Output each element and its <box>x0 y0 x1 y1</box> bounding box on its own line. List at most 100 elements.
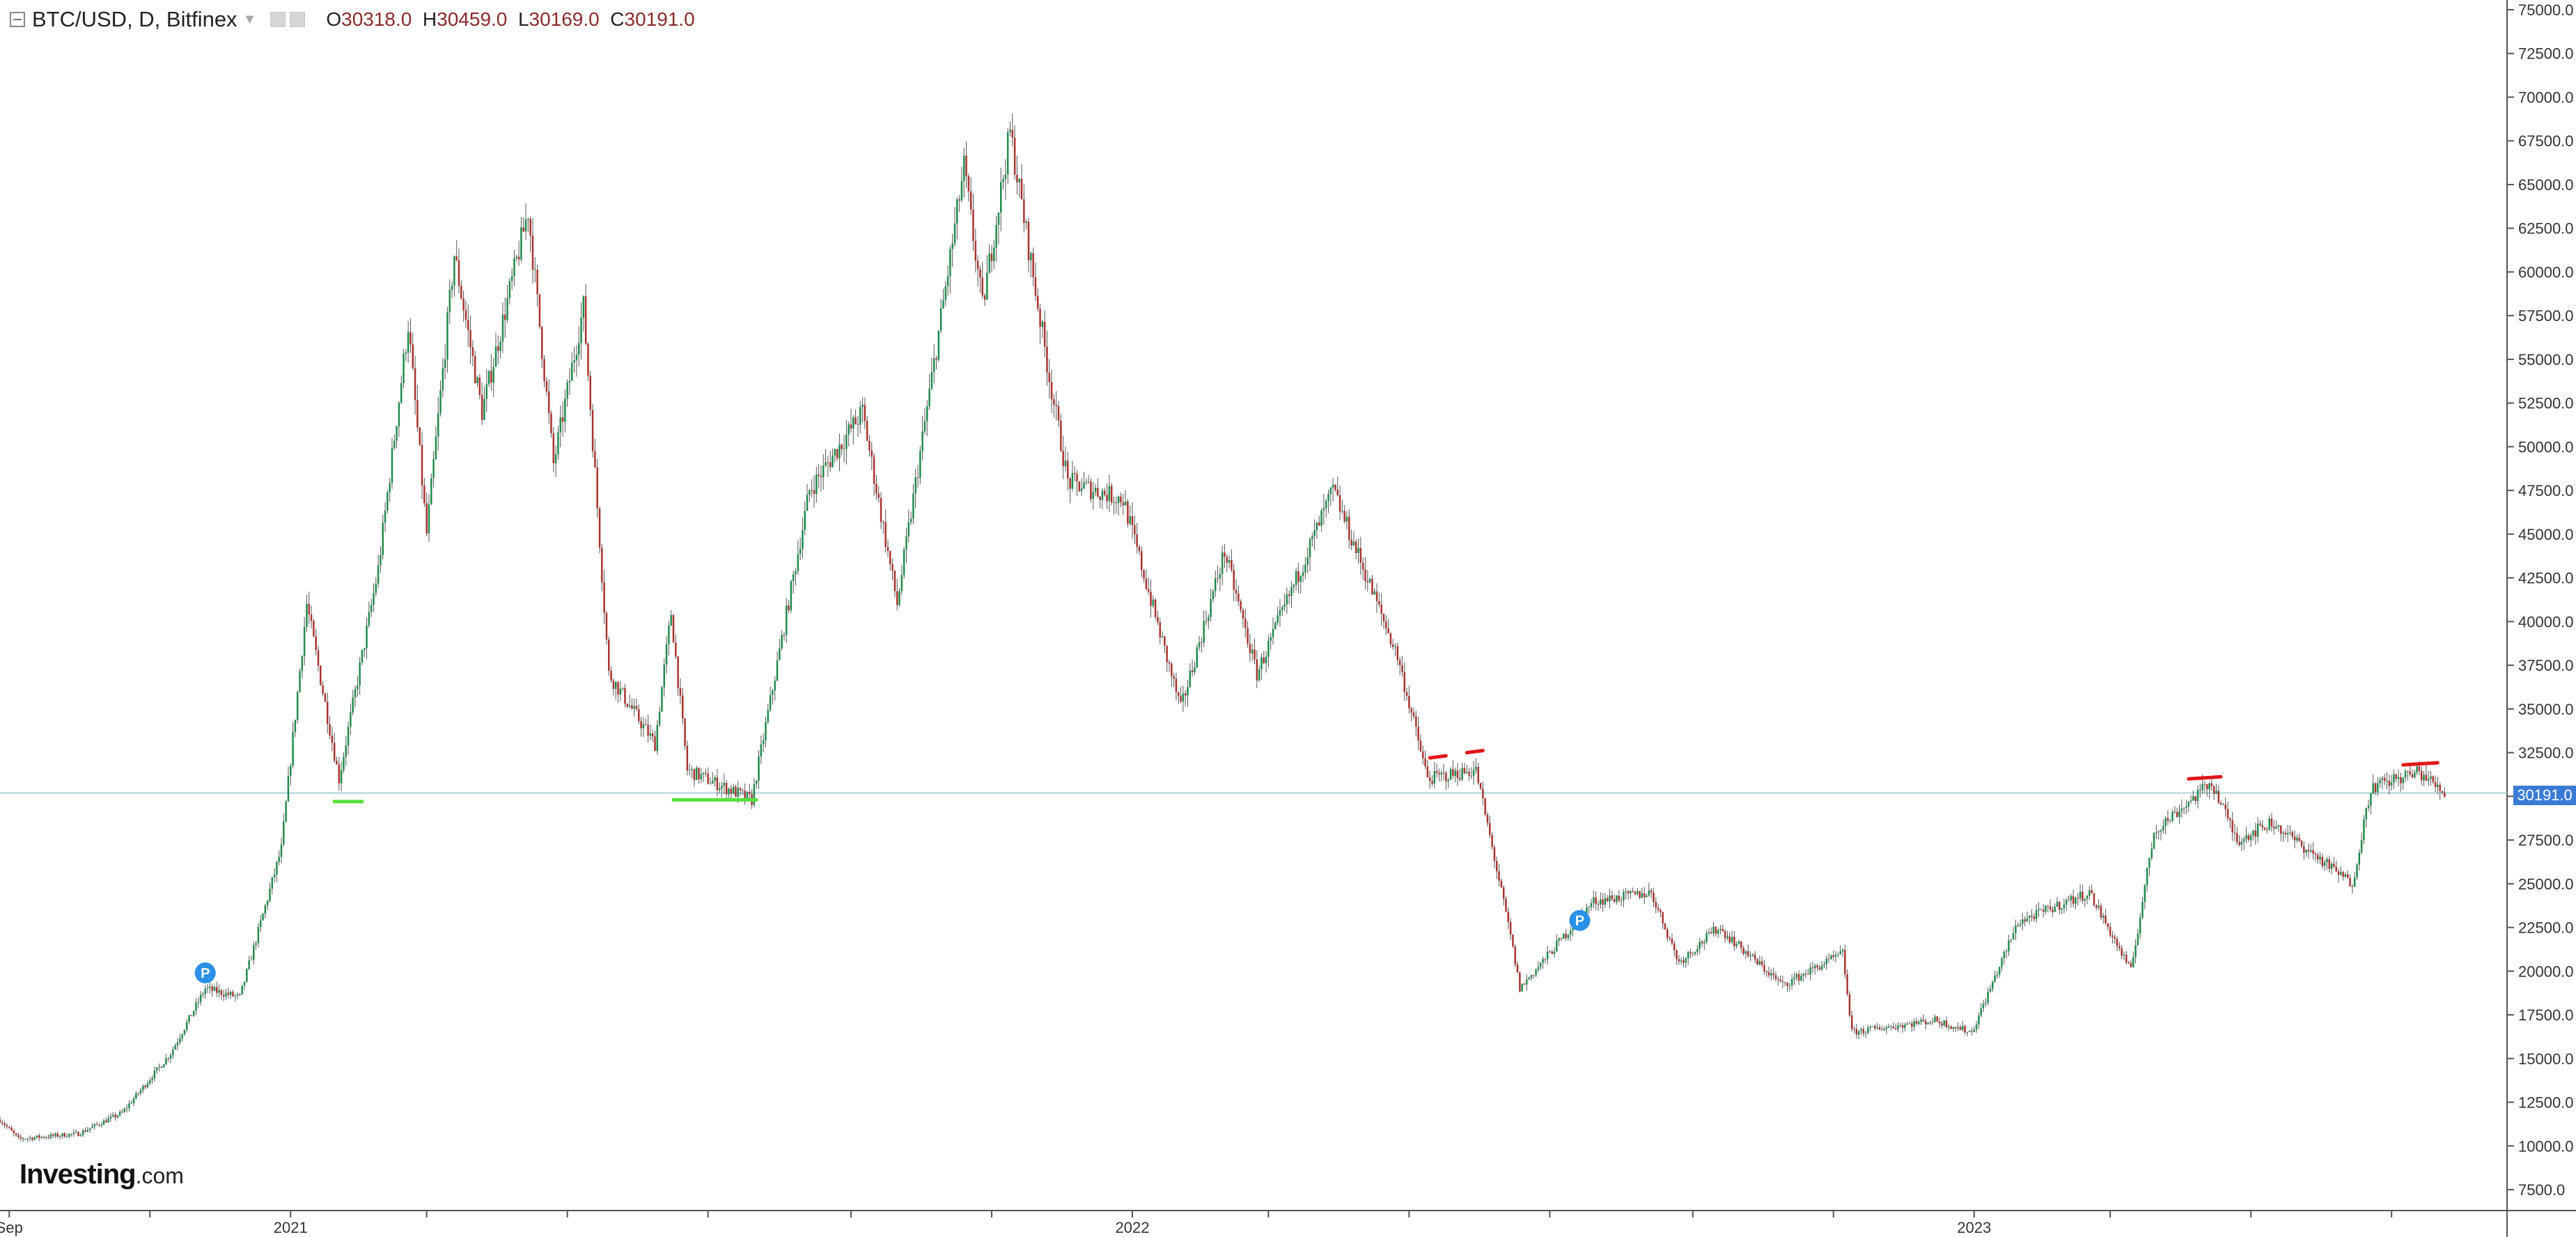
candle-body <box>2093 893 2095 905</box>
last-price-tag: 30191.0 <box>2513 786 2576 805</box>
candle-body <box>1751 954 1754 956</box>
candle-body <box>1175 678 1178 692</box>
candle-body <box>1092 492 1094 499</box>
candle-body <box>642 724 645 729</box>
candle-body <box>2022 919 2024 924</box>
candle-body <box>1862 1029 1865 1034</box>
candle-body <box>1767 972 1770 976</box>
candle-body <box>605 612 608 640</box>
candle-body <box>1272 628 1274 638</box>
candle-body <box>946 276 949 286</box>
candle-body <box>2346 874 2349 878</box>
candle-body <box>893 570 896 591</box>
candle-body <box>1985 1002 1987 1004</box>
candle-body <box>280 844 283 857</box>
candle-body <box>1002 178 1004 182</box>
candle-body <box>107 1118 109 1123</box>
candle-body <box>253 944 255 960</box>
candle-body <box>79 1135 82 1137</box>
candle-body <box>1786 983 1788 986</box>
candle-body <box>1486 814 1489 823</box>
candle-body <box>1966 1032 1969 1033</box>
candle-body <box>393 440 396 449</box>
candle-body <box>469 329 471 348</box>
candle-body <box>2173 811 2176 813</box>
candle-body <box>17 1135 19 1137</box>
y-tick-label: 55000.0 <box>2518 351 2574 368</box>
candle-body <box>218 990 220 993</box>
candle-body <box>2084 898 2086 901</box>
candle-body <box>292 732 294 766</box>
candle-body <box>1744 951 1747 954</box>
candle-body <box>737 788 739 797</box>
candle-body <box>577 343 580 355</box>
candle-body <box>557 432 559 455</box>
high-value: 30459.0 <box>437 8 508 30</box>
candle-body <box>1761 960 1763 965</box>
candle-body <box>1254 649 1256 660</box>
candle-body <box>56 1133 59 1137</box>
candle-body <box>72 1132 75 1134</box>
candle-body <box>1359 547 1362 563</box>
candle-body <box>596 467 598 508</box>
candle-body <box>2390 782 2393 786</box>
candle-body <box>1507 912 1510 922</box>
candle-body <box>1493 847 1496 862</box>
candle-body <box>1364 569 1366 582</box>
candle-body <box>1336 490 1338 495</box>
candle-body <box>739 788 742 791</box>
candle-body <box>1110 485 1113 503</box>
candle-body <box>1975 1024 1978 1030</box>
candle-body <box>820 476 822 478</box>
candle-body <box>2049 906 2052 910</box>
chevron-down-icon[interactable]: ▼ <box>242 11 257 27</box>
candle-body <box>2275 826 2277 829</box>
candle-body <box>1212 591 1215 599</box>
candle-body <box>1389 633 1392 645</box>
candle-body <box>2068 900 2070 901</box>
candle-body <box>2270 818 2273 827</box>
candle-body <box>584 296 587 344</box>
candle-body <box>1477 766 1479 784</box>
candle-body <box>36 1135 38 1138</box>
candle-body <box>626 703 629 707</box>
candle-body <box>1959 1027 1962 1030</box>
candle-body <box>1210 598 1212 617</box>
candle-body <box>1145 578 1148 589</box>
pivot-marker-label: P <box>1575 914 1584 929</box>
candle-body <box>485 384 487 399</box>
candle-body <box>2134 945 2137 957</box>
open-value: 30318.0 <box>341 8 412 30</box>
candle-body <box>262 913 264 921</box>
candle-body <box>1885 1027 1888 1029</box>
candle-body <box>1904 1025 1906 1028</box>
settings-icon[interactable] <box>290 12 306 27</box>
candle-body <box>679 688 682 696</box>
collapse-icon[interactable] <box>10 12 25 27</box>
candle-body <box>146 1083 149 1087</box>
candle-body <box>2061 908 2063 910</box>
candle-body <box>1857 1030 1860 1035</box>
candle-body <box>2194 796 2196 802</box>
candle-body <box>176 1042 179 1045</box>
eye-icon[interactable] <box>270 12 286 27</box>
candle-body <box>1338 495 1341 512</box>
candle-body <box>658 711 661 725</box>
candle-body <box>1637 891 1639 894</box>
symbol-label[interactable]: BTC/USD, D, Bitfinex <box>32 7 237 31</box>
candle-body <box>1705 933 1708 942</box>
candle-body <box>400 383 403 403</box>
candle-body <box>1428 777 1431 781</box>
candle-body <box>1535 970 1537 976</box>
candle-body <box>1025 221 1027 224</box>
candle-body <box>1127 501 1129 524</box>
candle-body <box>2146 867 2148 886</box>
candle-body <box>2404 770 2407 778</box>
candle-body <box>1558 938 1560 941</box>
candle-body <box>983 295 986 300</box>
candle-body <box>1447 779 1449 781</box>
candle-body <box>1943 1020 1945 1026</box>
candle-body <box>2397 777 2400 779</box>
candle-body <box>1892 1026 1895 1029</box>
